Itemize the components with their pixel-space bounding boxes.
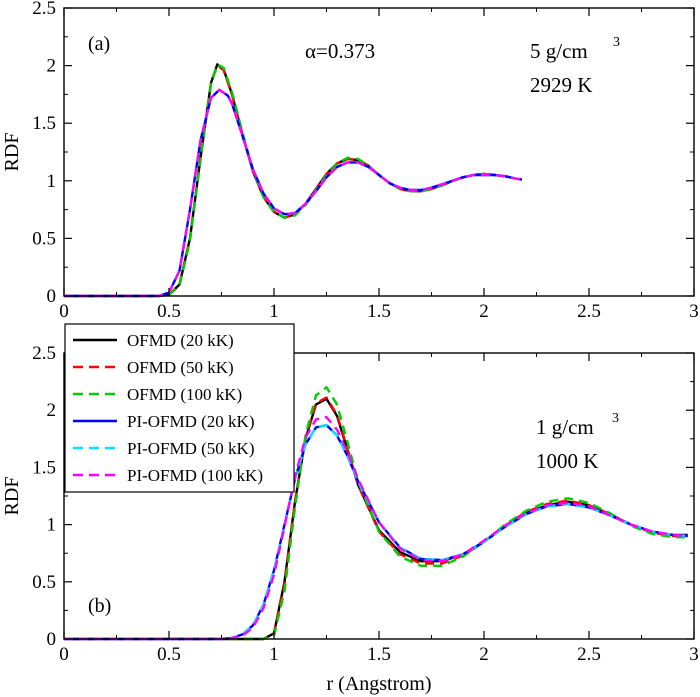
legend-label-pi_50: PI-OFMD (50 kK) — [127, 439, 255, 458]
y-tick-label: 0.5 — [32, 572, 56, 593]
series-pi_100 — [64, 415, 688, 641]
y-axis-label: RDF — [1, 477, 23, 516]
temperature-annotation: 2929 K — [530, 73, 592, 97]
panel-label: (a) — [88, 33, 110, 55]
x-tick-label: 2 — [479, 301, 489, 322]
alpha-annotation: α=0.373 — [305, 39, 375, 63]
y-axis-label: RDF — [1, 133, 23, 172]
x-tick-label: 0.5 — [157, 644, 181, 665]
y-tick-label: 2 — [47, 400, 57, 421]
y-tick-label: 2.5 — [32, 343, 56, 364]
series-pi_100 — [64, 88, 523, 298]
panel-b: 0 0.5 1 1.5 2 2.5 3 0 0.5 1 1.5 2 2.5 RDF r (Angstrom)… — [1, 323, 699, 695]
y-tick-label: 0.5 — [32, 228, 56, 249]
density-annotation: 1 g/cm — [536, 415, 594, 439]
density-superscript: 3 — [613, 35, 620, 50]
legend-box — [64, 323, 295, 493]
density-annotation: 5 g/cm — [530, 39, 588, 63]
x-axis-label: r (Angstrom) — [327, 673, 432, 695]
x-tick-label: 1.5 — [367, 644, 391, 665]
y-tick-label: 1 — [47, 515, 57, 536]
legend-label-pi_100: PI-OFMD (100 kK) — [127, 466, 263, 485]
legend-label-pi_20: PI-OFMD (20 kK) — [127, 412, 255, 431]
x-tick-label: 3 — [689, 644, 699, 665]
x-tick-label: 0 — [59, 644, 69, 665]
panel-label: (b) — [88, 595, 111, 617]
series-pi_20 — [64, 88, 523, 298]
y-tick-label: 2.5 — [32, 0, 56, 19]
x-tick-label: 1.5 — [367, 301, 391, 322]
y-tick-label: 1.5 — [32, 113, 56, 134]
y-tick-label: 0 — [47, 629, 57, 650]
series-ofmd_100 — [64, 63, 523, 298]
density-superscript: 3 — [612, 411, 619, 426]
legend-label-ofmd_100: OFMD (100 kK) — [127, 385, 242, 404]
legend: OFMD (20 kK) OFMD (50 kK) OFMD (100 kK) PI-… — [64, 323, 295, 493]
x-tick-label: 2.5 — [577, 301, 601, 322]
legend-label-ofmd_20: OFMD (20 kK) — [127, 331, 234, 350]
legend-label-ofmd_50: OFMD (50 kK) — [127, 358, 234, 377]
y-tick-label: 1 — [47, 171, 57, 192]
series-pi_50 — [64, 88, 523, 298]
x-tick-label: 2 — [479, 644, 489, 665]
plot-frame — [63, 7, 695, 297]
series-ofmd_100 — [64, 386, 688, 641]
y-tick-label: 1.5 — [32, 457, 56, 478]
x-tick-label: 0.5 — [157, 301, 181, 322]
x-tick-label: 3 — [689, 301, 699, 322]
x-tick-label: 0 — [59, 301, 69, 322]
temperature-annotation: 1000 K — [536, 449, 598, 473]
x-tick-label: 2.5 — [577, 644, 601, 665]
y-tick-label: 2 — [47, 56, 57, 77]
panel-a: 0 0.5 1 1.5 2 2.5 3 0 0.5 1 1.5 2 2.5 RDF (a) α=0.373 5 … — [1, 0, 699, 322]
y-tick-label: 0 — [47, 286, 57, 307]
x-tick-label: 1 — [269, 644, 279, 665]
x-tick-label: 1 — [269, 301, 279, 322]
